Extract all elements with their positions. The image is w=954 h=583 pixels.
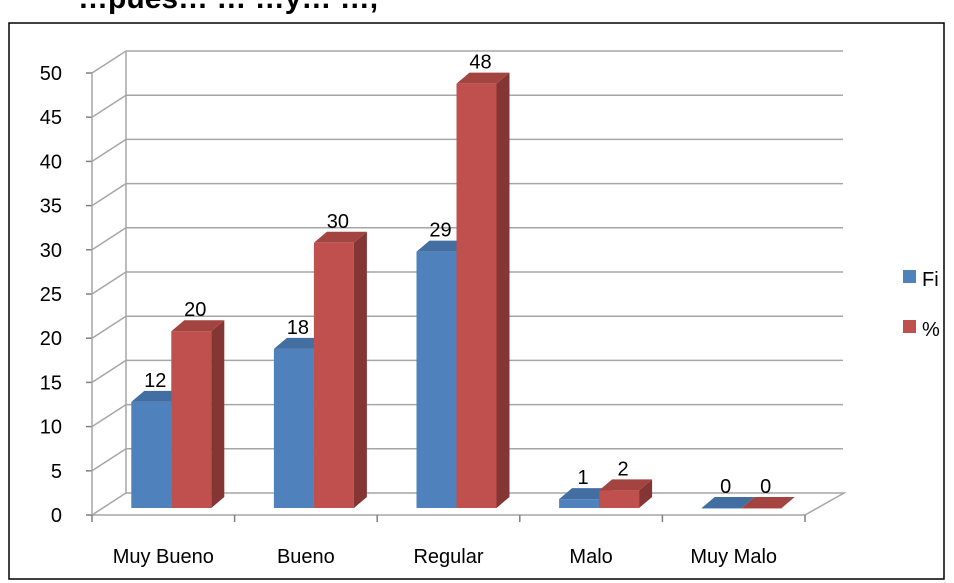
bar-top [741,497,795,508]
legend-label: % [922,319,940,341]
bar-front [701,508,742,509]
chart-title: …pues… … …y… …, [78,0,378,15]
wall-gridline [91,50,127,74]
data-label: 30 [327,211,349,233]
bar-front [559,499,600,508]
x-tick-label: Bueno [277,546,335,568]
data-label: 2 [618,458,629,480]
bar-side [353,231,367,509]
y-tick-label: 50 [40,63,62,85]
data-label: 20 [184,299,206,321]
bar-top [416,240,470,252]
y-tick-label: 45 [40,107,62,129]
bar-top [131,390,185,402]
bar-front [416,251,457,508]
bar-top [701,497,755,508]
wall-gridline [91,182,127,207]
y-tick-label: 5 [51,461,62,483]
y-tick-label: 25 [40,284,62,306]
x-tick-label: Muy Malo [690,546,777,568]
bar-top [313,231,367,243]
bar-top [559,488,613,500]
data-label: 12 [144,370,166,392]
wall-gridline [91,359,127,384]
bar [741,497,795,509]
bar-top [599,479,653,491]
y-tick-label: 0 [51,505,62,527]
bar-side [496,72,510,509]
legend: Fi% [903,269,940,341]
bar-front [741,508,782,509]
bar-front [456,83,497,509]
y-tick-label: 35 [40,196,62,218]
bar-side [211,320,225,508]
y-tick-label: 15 [40,372,62,394]
bar-top [456,72,510,84]
bar [171,320,225,508]
wall-gridline [91,403,127,428]
data-label: 1 [578,467,589,489]
wall-gridline [91,138,127,163]
x-tick-label: Muy Bueno [113,546,214,568]
wall-gridline [91,94,127,118]
data-label: 48 [469,52,491,74]
y-tick-label: 40 [40,151,62,173]
data-label: 0 [720,476,731,498]
bar-front [313,242,354,509]
data-label: 0 [760,476,771,498]
bar-front [599,490,640,508]
plot-frame [8,22,945,580]
y-tick-label: 30 [40,240,62,262]
y-tick-label: 20 [40,328,62,350]
wall-gridline [91,227,127,251]
bar-front [131,401,172,508]
x-tick-label: Regular [413,546,483,568]
wall-gridline [91,315,127,339]
bar [701,497,755,509]
data-label: 18 [287,317,309,339]
bar [599,479,653,508]
legend-label: Fi [922,269,939,291]
x-tick-label: Malo [569,546,612,568]
wall-gridline [91,271,127,295]
floor-gridline [89,492,847,516]
bars [131,72,795,509]
bar-front [273,348,314,508]
bar [456,72,510,509]
bar-top [171,320,225,332]
legend-swatch [903,320,916,333]
wall-gridline [91,448,127,472]
bar [313,231,367,509]
bar-front [171,331,212,508]
bar [416,240,470,508]
y-tick-label: 10 [40,417,62,439]
bar-top [273,337,327,349]
data-label: 29 [429,220,451,242]
legend-swatch [903,270,916,283]
bar-side [639,479,653,508]
